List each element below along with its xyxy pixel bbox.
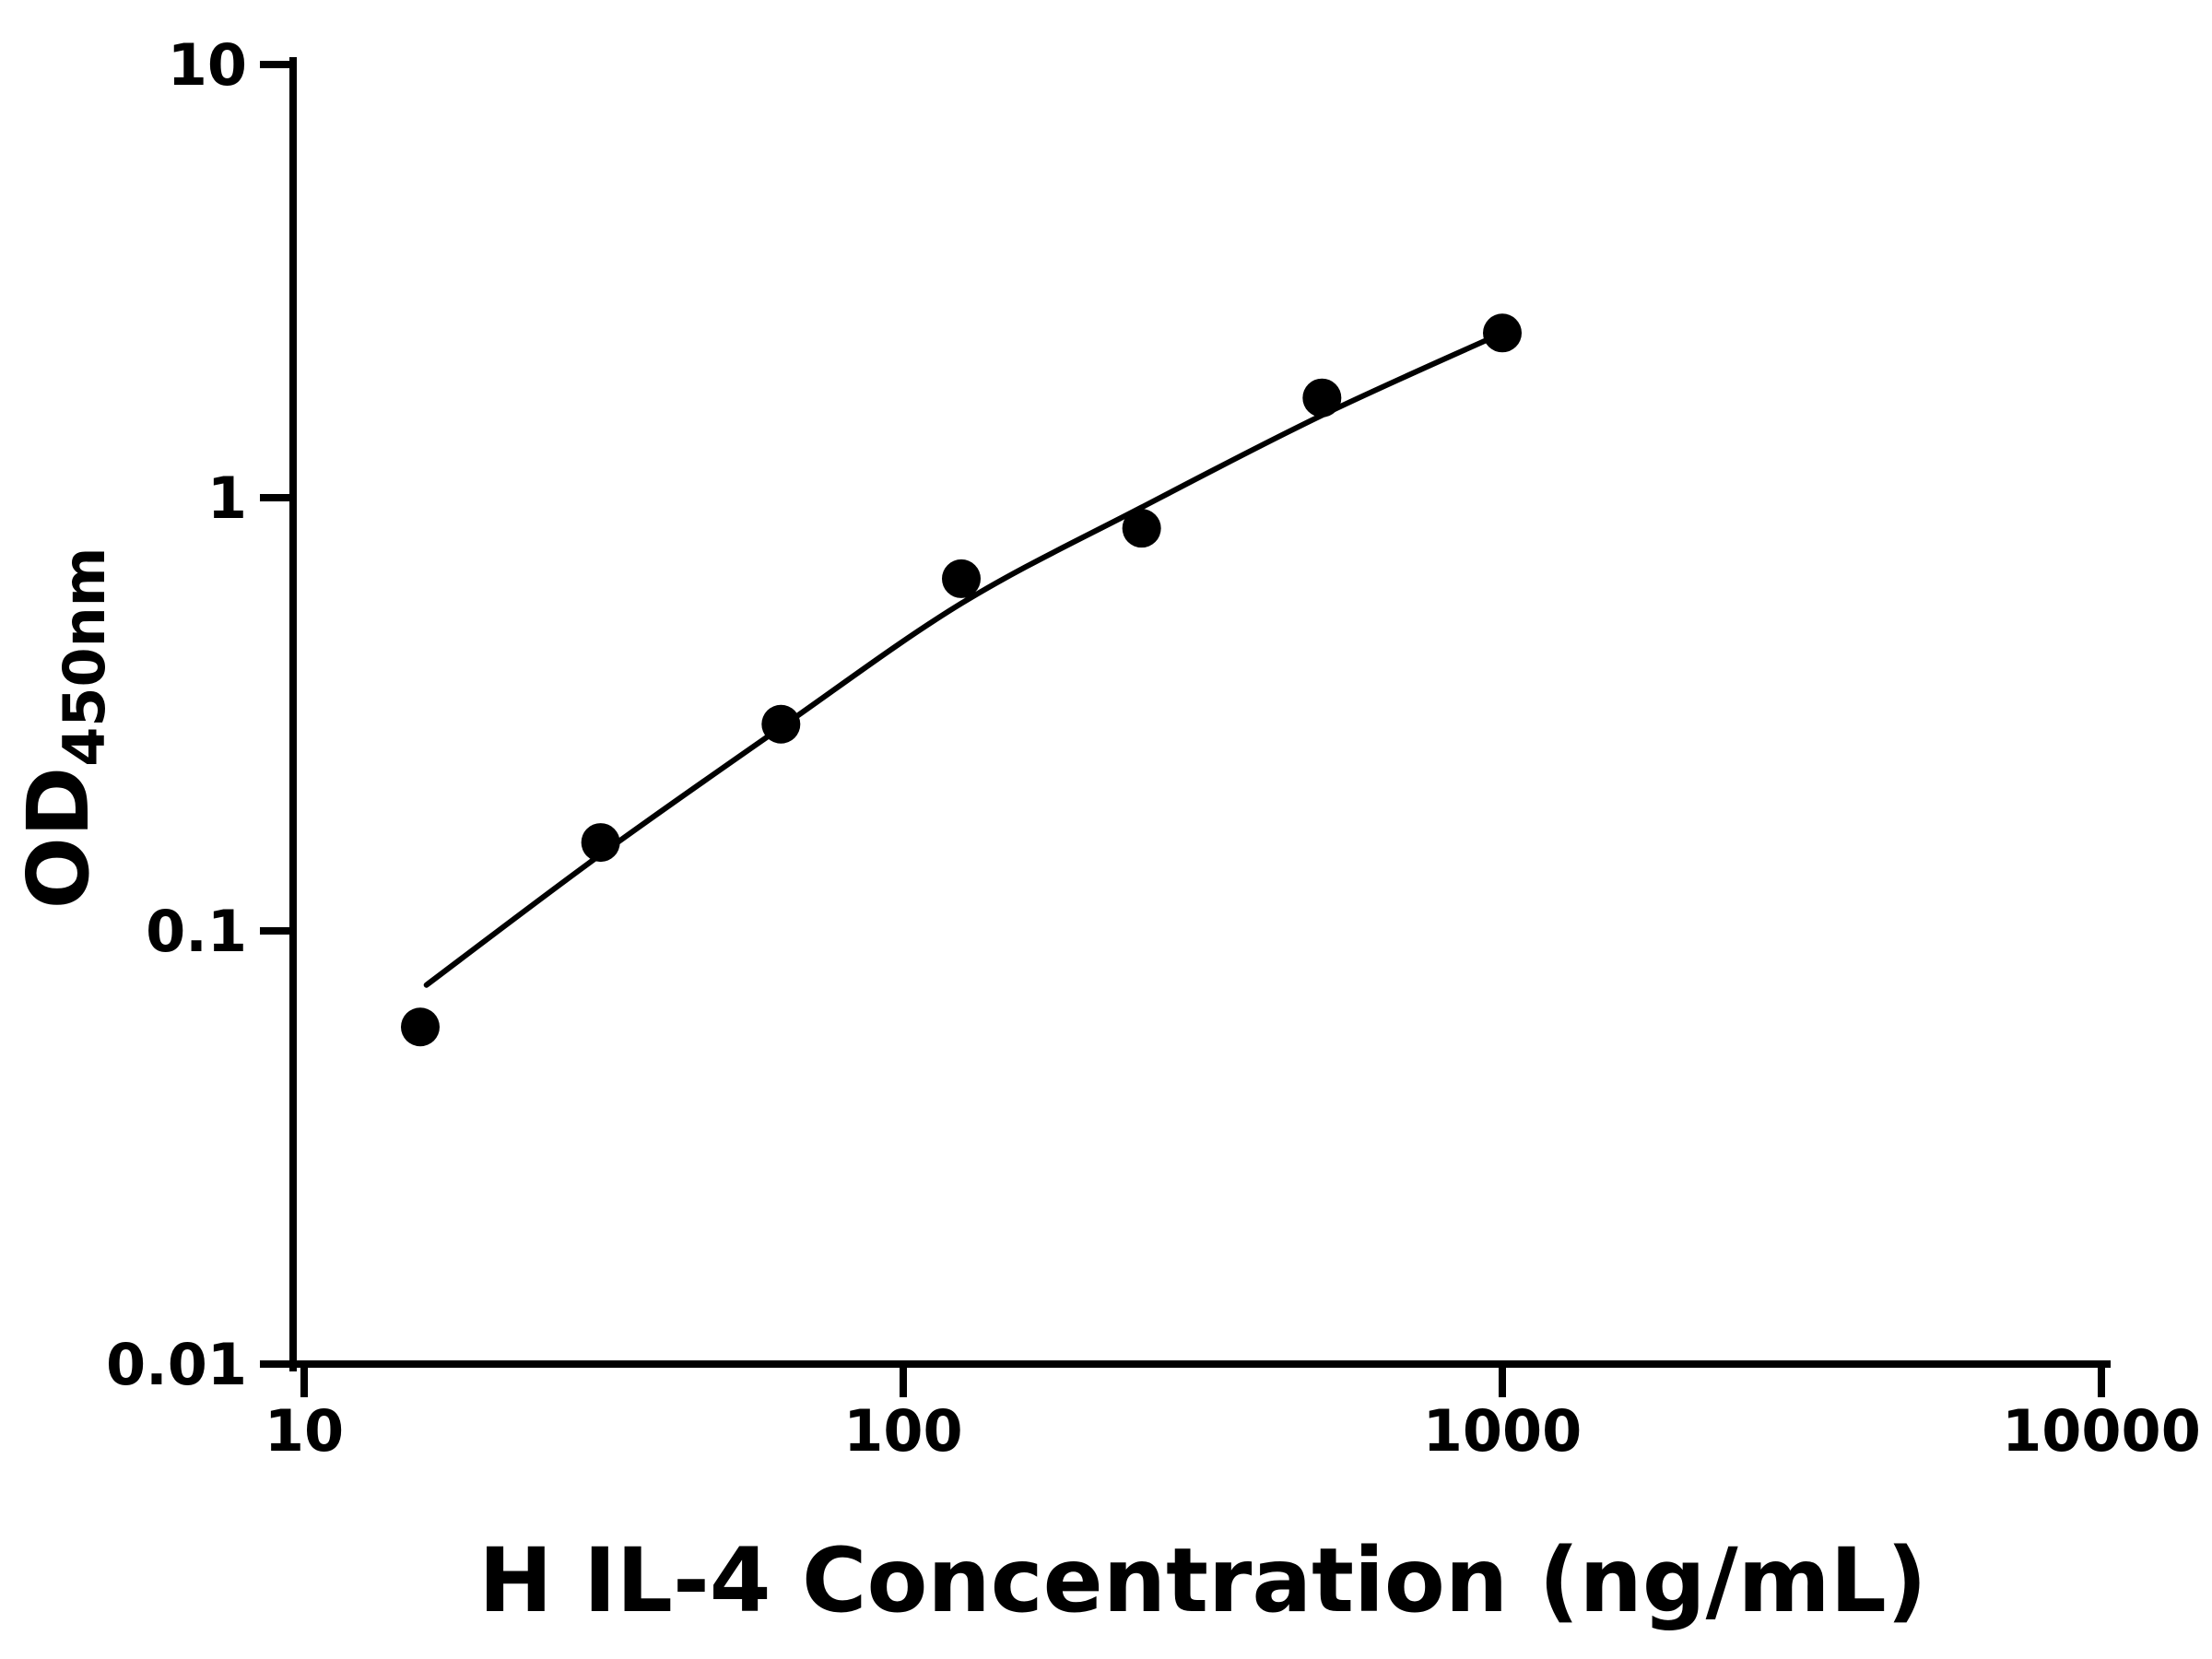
x-tick-label: 100 <box>843 1397 962 1465</box>
data-series <box>400 313 1522 1047</box>
y-axis-title: OD450nm <box>9 547 118 910</box>
x-tick-label: 10000 <box>2002 1397 2201 1465</box>
data-point <box>1122 509 1161 548</box>
y-tick-label: 0.01 <box>106 1331 247 1398</box>
data-point <box>1302 378 1342 418</box>
y-tick-label: 10 <box>168 31 247 99</box>
y-tick-label: 0.1 <box>146 898 247 965</box>
y-tick-label: 1 <box>207 465 247 532</box>
data-point <box>1483 313 1522 353</box>
x-axis-title: H IL-4 Concentration (ng/mL) <box>478 1529 1926 1632</box>
data-point <box>400 1007 440 1047</box>
x-tick-label: 1000 <box>1423 1397 1583 1465</box>
y-axis-title-main: OD <box>9 767 108 910</box>
data-point <box>941 559 981 598</box>
data-point <box>581 823 620 863</box>
y-axis-title-subscript: 450nm <box>51 547 118 767</box>
fit-curve <box>423 330 1505 988</box>
axes: 10 100 1000 10000 0.01 0.1 1 10 <box>106 31 2201 1465</box>
data-point <box>761 704 801 744</box>
x-tick-label: 10 <box>265 1397 344 1465</box>
